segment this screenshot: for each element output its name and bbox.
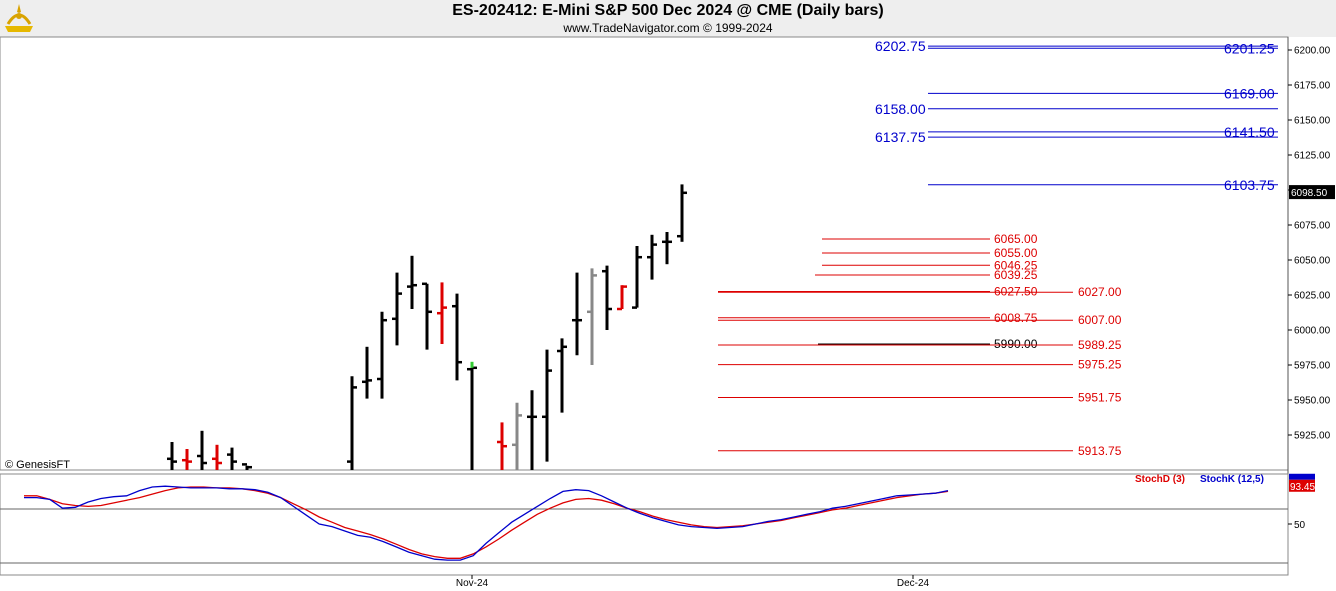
- red-level-label: 5989.25: [1078, 338, 1122, 352]
- red-level-label: 6007.00: [1078, 313, 1122, 327]
- price-tick-label: 5975.00: [1294, 361, 1331, 372]
- chart-title: ES-202412: E-Mini S&P 500 Dec 2024 @ CME…: [452, 2, 884, 19]
- ohlc-bar[interactable]: [662, 232, 672, 265]
- ohlc-bar[interactable]: [572, 272, 582, 356]
- last-price-box: [1289, 185, 1335, 200]
- blue-level-label: 6158.00: [875, 101, 926, 117]
- ohlc-bar[interactable]: [377, 311, 387, 399]
- ohlc-bar[interactable]: [407, 255, 417, 309]
- stoch-value-label: 93.45: [1290, 482, 1315, 493]
- blue-level-label: 6103.75: [1224, 177, 1275, 193]
- price-tick-label: 6050.00: [1294, 256, 1331, 267]
- red-level-label: 6027.00: [1078, 285, 1122, 299]
- red-level-label: 5990.00: [994, 337, 1038, 351]
- price-plot-area: [0, 36, 1289, 471]
- red-level-label: 5951.75: [1078, 391, 1122, 405]
- watermark: © GenesisFT: [5, 459, 70, 471]
- ohlc-bar[interactable]: [182, 449, 192, 470]
- ohlc-bar[interactable]: [197, 430, 207, 470]
- ohlc-bar[interactable]: [587, 268, 597, 365]
- blue-level-label: 6141.50: [1224, 124, 1275, 140]
- price-tick-label: 6175.00: [1294, 81, 1331, 92]
- ohlc-bar[interactable]: [212, 444, 222, 470]
- blue-level-label: 6169.00: [1224, 85, 1275, 101]
- ohlc-bar[interactable]: [542, 349, 552, 462]
- ohlc-bar[interactable]: [167, 442, 177, 470]
- legend-stoch-d: StochD (3): [1135, 474, 1185, 485]
- ohlc-bar[interactable]: [392, 272, 402, 346]
- red-level-label: 5913.75: [1078, 444, 1122, 458]
- red-level-label: 6027.50: [994, 285, 1038, 299]
- stoch-d-line: [24, 486, 949, 559]
- chart-subtitle: www.TradeNavigator.com © 1999-2024: [563, 21, 773, 35]
- stochastic-pane: StochD (3) StochK (12,5) 50 93.45 Nov-24 Dec-…: [0, 473, 1315, 589]
- ohlc-bar[interactable]: [602, 265, 612, 330]
- trade-navigator-logo-icon: [5, 4, 33, 32]
- price-tick-label: 5925.00: [1294, 431, 1331, 442]
- price-pane: 6200.006175.006150.006125.006100.006075.…: [0, 36, 1335, 575]
- red-level-label: 6055.00: [994, 246, 1038, 260]
- price-tick-label: 6125.00: [1294, 151, 1331, 162]
- ohlc-bar[interactable]: [242, 463, 252, 470]
- ohlc-bar[interactable]: [677, 184, 687, 242]
- ohlc-bar[interactable]: [527, 390, 537, 470]
- red-level-label: 6046.25: [994, 258, 1038, 272]
- red-level-label: 6008.75: [994, 311, 1038, 325]
- blue-level-label: 6202.75: [875, 38, 926, 54]
- ohlc-bar[interactable]: [452, 293, 462, 381]
- red-level-label: 5975.25: [1078, 358, 1122, 372]
- date-tick-label: Nov-24: [456, 578, 489, 589]
- price-tick-label: 6150.00: [1294, 116, 1331, 127]
- ohlc-bar[interactable]: [617, 285, 627, 311]
- price-tick-label: 6200.00: [1294, 46, 1331, 57]
- red-level-label: 6039.25: [994, 268, 1038, 282]
- ohlc-bar[interactable]: [347, 376, 357, 470]
- stoch-value-box: [1289, 479, 1315, 492]
- price-tick-label: 5950.00: [1294, 396, 1331, 407]
- stoch-plot-area: [0, 473, 1289, 576]
- red-level-label: 6065.00: [994, 232, 1038, 246]
- blue-level-label: 6137.75: [875, 129, 926, 145]
- stoch-tick-label: 50: [1294, 520, 1306, 531]
- ohlc-bar[interactable]: [467, 361, 477, 470]
- ohlc-bar[interactable]: [647, 234, 657, 280]
- blue-level-label: 6201.25: [1224, 40, 1275, 56]
- stoch-k-marker: [1289, 473, 1315, 480]
- ohlc-bar[interactable]: [497, 422, 507, 470]
- ohlc-bar[interactable]: [437, 282, 447, 344]
- ohlc-bar[interactable]: [227, 447, 237, 470]
- ohlc-bar[interactable]: [512, 402, 522, 470]
- ohlc-bar[interactable]: [362, 346, 372, 399]
- ohlc-bar[interactable]: [557, 338, 567, 413]
- price-tick-label: 6025.00: [1294, 291, 1331, 302]
- legend-stoch-k: StochK (12,5): [1200, 474, 1264, 485]
- chart-header: [0, 0, 1336, 37]
- last-price-label: 6098.50: [1291, 188, 1328, 199]
- ohlc-bar[interactable]: [632, 246, 642, 309]
- price-tick-label: 6000.00: [1294, 326, 1331, 337]
- price-tick-label: 6075.00: [1294, 221, 1331, 232]
- date-tick-label: Dec-24: [897, 578, 930, 589]
- ohlc-bar[interactable]: [422, 282, 432, 350]
- stoch-k-line: [24, 485, 949, 561]
